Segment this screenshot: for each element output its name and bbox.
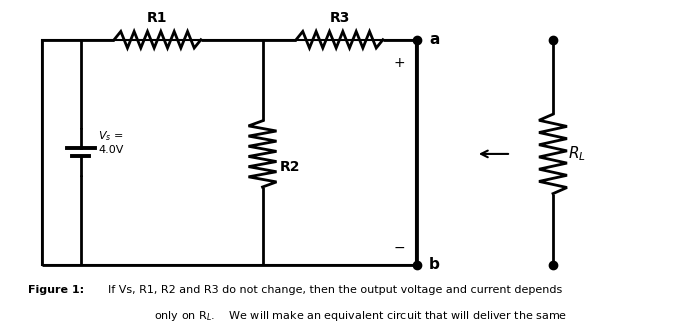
- Text: −: −: [393, 241, 405, 255]
- Text: +: +: [393, 56, 405, 70]
- Text: R2: R2: [280, 160, 300, 174]
- Text: R1: R1: [147, 11, 168, 25]
- Bar: [42, 40, 416, 265]
- Text: R3: R3: [329, 11, 350, 25]
- Text: a: a: [429, 32, 440, 47]
- Text: $V_s$ =
4.0V: $V_s$ = 4.0V: [98, 130, 124, 155]
- Text: Figure 1:: Figure 1:: [28, 285, 84, 295]
- Text: If Vs, R1, R2 and R3 do not change, then the output voltage and current depends: If Vs, R1, R2 and R3 do not change, then…: [108, 285, 563, 295]
- Text: $R_L$: $R_L$: [568, 145, 587, 163]
- Text: b: b: [429, 257, 440, 272]
- Text: only on R$_L$.    We will make an equivalent circuit that will deliver the same: only on R$_L$. We will make an equivalen…: [154, 309, 567, 323]
